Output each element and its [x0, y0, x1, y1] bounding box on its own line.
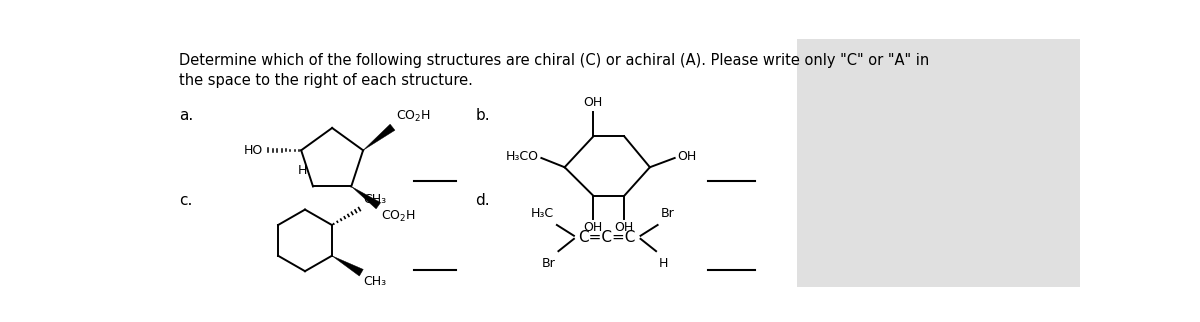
Text: CO$_2$H: CO$_2$H — [382, 209, 416, 224]
Text: d.: d. — [475, 193, 490, 208]
Text: a.: a. — [180, 108, 193, 123]
Text: b.: b. — [475, 108, 490, 123]
Text: c.: c. — [180, 193, 193, 208]
Text: OH: OH — [614, 221, 634, 234]
Text: CH₃: CH₃ — [364, 275, 386, 288]
Text: OH: OH — [583, 221, 602, 234]
Text: H: H — [659, 257, 668, 270]
Text: H₃CO: H₃CO — [506, 150, 539, 163]
Polygon shape — [364, 124, 395, 150]
Bar — [797, 39, 1080, 287]
Text: OH: OH — [677, 150, 696, 163]
Text: Determine which of the following structures are chiral (C) or achiral (A). Pleas: Determine which of the following structu… — [180, 52, 930, 89]
Text: OH: OH — [583, 97, 602, 109]
Text: H₃C: H₃C — [530, 207, 553, 220]
Text: Br: Br — [661, 207, 674, 220]
Text: HO: HO — [244, 144, 263, 157]
Text: C=C=C: C=C=C — [578, 230, 636, 245]
Text: Br: Br — [541, 257, 556, 270]
Text: CH₃: CH₃ — [364, 193, 386, 206]
Text: H: H — [298, 164, 307, 177]
Polygon shape — [352, 186, 380, 209]
Polygon shape — [332, 256, 364, 276]
Text: CO$_2$H: CO$_2$H — [396, 109, 431, 124]
